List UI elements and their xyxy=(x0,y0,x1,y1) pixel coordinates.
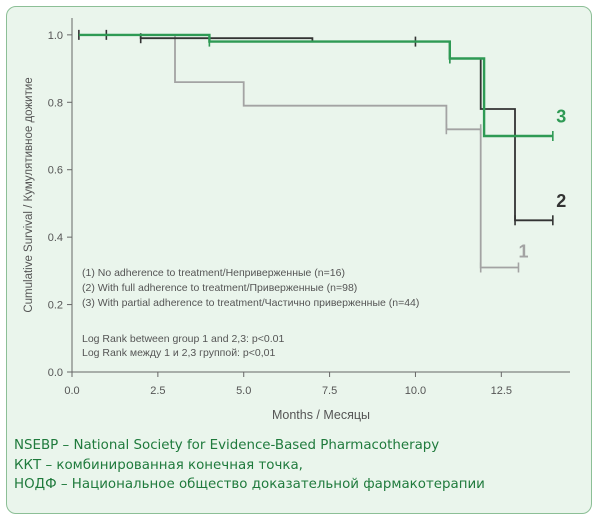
figure-frame xyxy=(6,6,592,514)
y-axis-label: Cumulative Survival / Кумулятивное дожит… xyxy=(23,77,35,312)
series-1-label: 1 xyxy=(518,241,528,261)
footer-line-nodf: НОДФ – Национальное общество доказательн… xyxy=(14,477,485,492)
footer-line-nsebp: NSEBP – National Society for Evidence-Ba… xyxy=(14,438,440,453)
series-3-line xyxy=(78,33,553,138)
footer-line-kkt: ККТ – комбинированная конечная точка, xyxy=(14,457,303,473)
survival-chart: 0.0 0.2 0.4 0.6 0.8 1.0 0.0 2.5 5.0 7.5 10.0 12.5 Mo… xyxy=(23,18,570,422)
x-axis-label: Months / Месяцы xyxy=(272,408,370,422)
y-tick-label: 0.2 xyxy=(48,300,63,312)
legend-entry: (3) With partial adherence to treatment/… xyxy=(82,297,419,309)
y-tick-label: 0.6 xyxy=(48,165,63,177)
x-tick-label: 10.0 xyxy=(405,385,426,397)
y-tick-label: 1.0 xyxy=(48,30,63,42)
footer-notes: NSEBP – National Society for Evidence-Ba… xyxy=(14,436,584,495)
y-tick-label: 0.4 xyxy=(48,232,63,244)
x-tick-label: 7.5 xyxy=(322,385,337,397)
series-2-line xyxy=(78,34,553,222)
x-tick-label: 5.0 xyxy=(236,385,251,397)
series-3-label: 3 xyxy=(556,107,566,127)
logrank-annotation: Log Rank между 1 и 2,3 группой: p<0,01 xyxy=(82,347,275,359)
x-tick-label: 2.5 xyxy=(150,385,165,397)
x-tick-label: 12.5 xyxy=(491,385,512,397)
legend-entry: (2) With full adherence to treatment/При… xyxy=(82,282,357,294)
x-tick-label: 0.0 xyxy=(64,385,79,397)
y-tick-label: 0.0 xyxy=(48,367,63,379)
legend-entry: (1) No adherence to treatment/Неприверже… xyxy=(82,267,345,279)
logrank-annotation: Log Rank between group 1 and 2,3: p<0.01 xyxy=(82,333,284,345)
series-2-label: 2 xyxy=(556,191,566,211)
y-tick-label: 0.8 xyxy=(48,97,63,109)
series-1-line xyxy=(78,34,519,269)
